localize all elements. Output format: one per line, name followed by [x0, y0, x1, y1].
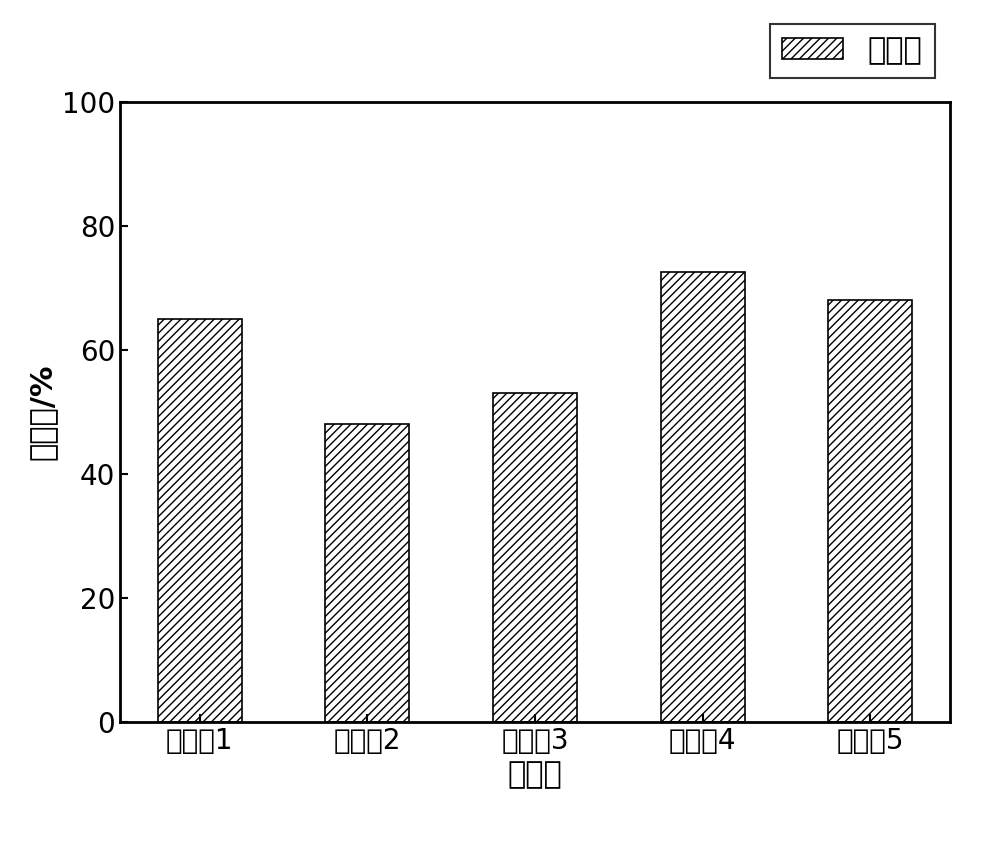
- Legend: 降粘率: 降粘率: [770, 24, 935, 77]
- Bar: [325, 424, 409, 722]
- X-axis label: 降粘劑: 降粘劑: [508, 760, 562, 789]
- Y-axis label: 降粘率/%: 降粘率/%: [27, 363, 56, 460]
- Bar: [661, 273, 745, 722]
- Bar: [158, 319, 242, 722]
- Bar: [493, 393, 577, 722]
- Bar: [828, 301, 912, 722]
